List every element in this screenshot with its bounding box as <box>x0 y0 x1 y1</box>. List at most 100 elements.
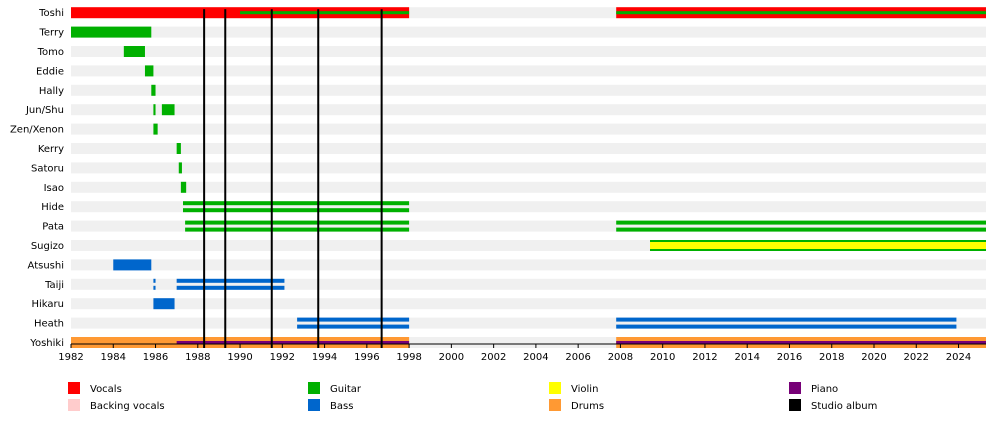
member-bar <box>153 285 156 290</box>
studio-album-line <box>380 9 383 348</box>
x-tick-label: 2002 <box>481 352 506 363</box>
row-background <box>71 278 986 290</box>
row-background <box>71 220 986 232</box>
member-bar <box>161 104 175 116</box>
row-background <box>71 201 986 213</box>
member-labels: Toshi Terry Tomo Eddie Hally Jun/Shu Zen/Xenon… <box>10 8 64 349</box>
x-tick-label: 2006 <box>565 352 590 363</box>
studio-album-line <box>270 9 273 348</box>
x-tick-label: 2010 <box>650 352 675 363</box>
legend-label: Bass <box>330 401 353 412</box>
member-label: Terry <box>38 28 64 39</box>
row-background <box>71 298 986 310</box>
member-bar <box>71 26 152 38</box>
legend-swatch-studio_album <box>789 399 801 411</box>
member-bar <box>153 104 156 116</box>
member-label: Toshi <box>38 8 64 19</box>
row-background <box>71 123 986 135</box>
member-bar <box>176 285 285 290</box>
member-label: Eddie <box>36 66 64 77</box>
member-bar <box>144 65 154 77</box>
x-tick-label: 2012 <box>692 352 717 363</box>
x-tick-label: 2004 <box>523 352 548 363</box>
member-label: Tomo <box>37 47 64 58</box>
row-background <box>71 259 986 271</box>
x-tick-label: 1982 <box>58 352 83 363</box>
member-bar <box>650 242 986 249</box>
legend-swatch-violin <box>549 382 561 394</box>
member-bar <box>616 227 986 232</box>
row-background <box>71 162 986 174</box>
member-bar <box>153 298 175 310</box>
row-background <box>71 26 986 38</box>
member-bar <box>178 162 182 174</box>
member-label: Sugizo <box>31 241 64 252</box>
member-bar <box>182 208 410 213</box>
x-tick-label: 2022 <box>904 352 929 363</box>
x-tick-label: 2024 <box>946 352 971 363</box>
x-tick-label: 1990 <box>227 352 252 363</box>
member-bar <box>297 317 410 322</box>
member-bar <box>616 324 957 329</box>
legend-label: Piano <box>811 384 838 395</box>
legend-swatch-guitar <box>308 382 320 394</box>
member-bar <box>182 201 410 206</box>
member-bar <box>113 259 152 271</box>
member-bar <box>185 220 410 225</box>
member-bar <box>123 46 145 57</box>
member-label: Atsushi <box>28 260 64 271</box>
row-background <box>71 337 986 348</box>
legend-swatch-vocals <box>68 382 80 394</box>
x-tick-label: 1988 <box>185 352 210 363</box>
x-tick-label: 2014 <box>734 352 759 363</box>
legend-swatch-bass <box>308 399 320 411</box>
member-label: Yoshiki <box>29 338 64 349</box>
member-bar-overlay <box>176 341 410 344</box>
legend-label: Vocals <box>90 384 122 395</box>
member-label: Hally <box>39 86 64 97</box>
member-label: Taiji <box>44 280 64 291</box>
x-tick-label: 1992 <box>270 352 295 363</box>
member-label: Satoru <box>31 163 64 174</box>
row-background <box>71 143 986 154</box>
member-bar <box>176 143 181 154</box>
row-background <box>71 7 986 19</box>
member-bar <box>153 278 156 283</box>
member-label: Kerry <box>38 144 64 155</box>
legend-swatch-backing_vocals <box>68 399 80 411</box>
studio-album-line <box>317 9 320 348</box>
member-bar-overlay <box>616 341 986 344</box>
member-bar <box>151 84 156 96</box>
legend-swatch-piano <box>789 382 801 394</box>
legend: Vocals Backing vocals Guitar Bass Violin Drum… <box>68 382 877 412</box>
legend-label: Studio album <box>811 401 877 412</box>
member-label: Hikaru <box>32 299 65 310</box>
row-background <box>71 46 986 57</box>
legend-label: Drums <box>571 401 604 412</box>
x-axis: 1982 1984 1986 1988 1990 1992 1994 1996 1998 2000… <box>58 343 986 363</box>
row-background <box>71 240 986 251</box>
x-tick-label: 1994 <box>312 352 337 363</box>
member-bar <box>185 227 410 232</box>
member-bar-overlay <box>616 11 986 15</box>
x-tick-label: 2008 <box>608 352 633 363</box>
member-bar <box>180 181 187 193</box>
member-bar-overlay <box>240 11 410 15</box>
row-background <box>71 317 986 329</box>
x-tick-label: 2000 <box>439 352 464 363</box>
row-backgrounds <box>71 7 986 348</box>
member-label: Pata <box>42 222 64 233</box>
member-label: Isao <box>44 183 64 194</box>
x-tick-label: 1986 <box>143 352 168 363</box>
row-background <box>71 65 986 77</box>
member-label: Heath <box>34 319 64 330</box>
studio-album-lines <box>203 9 383 348</box>
row-background <box>71 84 986 96</box>
member-label: Zen/Xenon <box>10 125 64 136</box>
legend-label: Guitar <box>330 384 362 395</box>
x-tick-label: 2020 <box>861 352 886 363</box>
member-bar <box>650 240 986 242</box>
member-label: Jun/Shu <box>25 105 64 116</box>
member-bar <box>153 123 158 135</box>
